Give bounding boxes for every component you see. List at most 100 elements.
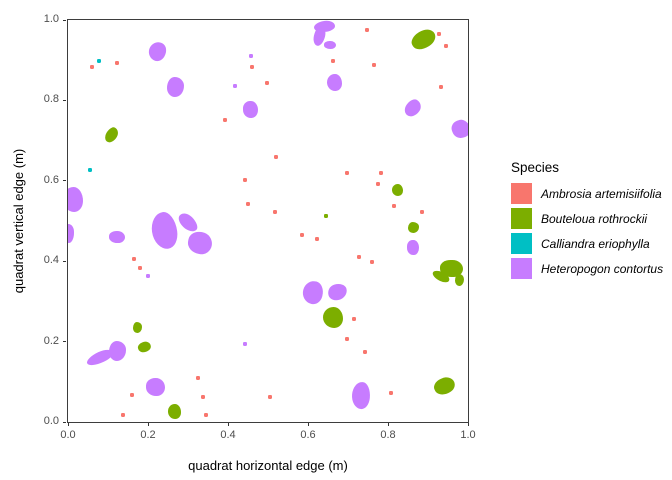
y-tick-label: 0.2	[43, 334, 59, 347]
species-point	[272, 209, 277, 214]
x-tick-mark	[147, 423, 149, 426]
species-patch	[300, 278, 326, 306]
species-point	[248, 53, 253, 58]
y-tick-label: 0.0	[43, 415, 59, 427]
species-point	[299, 232, 304, 237]
x-tick-mark	[307, 423, 309, 426]
species-point	[120, 412, 125, 417]
species-point	[364, 27, 369, 32]
species-patch	[455, 273, 464, 286]
x-axis-title: quadrat horizontal edge (m)	[188, 458, 348, 473]
species-point	[232, 84, 237, 89]
species-patch	[449, 117, 468, 142]
y-tick-label: 1.0	[43, 13, 59, 25]
legend-item: Ambrosia artemisiifolia	[511, 183, 663, 204]
species-point	[419, 209, 424, 214]
species-point	[249, 65, 254, 70]
legend-item: Heteropogon contortus	[511, 258, 663, 279]
species-point	[222, 118, 227, 123]
legend-label: Ambrosia artemisiifolia	[541, 186, 662, 201]
species-point	[388, 390, 393, 395]
y-tick-mark	[62, 99, 66, 101]
x-tick-mark	[467, 423, 469, 426]
species-patch	[407, 221, 420, 233]
x-tick-label: 0.4	[220, 429, 236, 441]
species-patch	[391, 184, 404, 197]
species-patch	[136, 340, 153, 355]
species-patch	[408, 25, 439, 54]
x-tick-label: 0.8	[380, 429, 396, 441]
species-point	[203, 413, 208, 418]
y-tick-label: 0.4	[43, 254, 59, 267]
species-point	[96, 58, 101, 63]
species-point	[129, 393, 134, 398]
x-tick-label: 1.0	[460, 429, 476, 441]
x-axis: 0.0 0.2 0.4 0.6 0.8 1.0	[60, 423, 476, 453]
species-point	[378, 170, 383, 175]
species-point	[330, 58, 335, 63]
species-patch	[102, 125, 121, 146]
species-patch	[440, 259, 463, 277]
species-patch	[67, 186, 83, 213]
species-point	[443, 44, 448, 49]
legend-label: Calliandra eriophylla	[541, 236, 650, 251]
species-point	[131, 257, 136, 262]
legend-swatch	[511, 183, 532, 204]
legend-items: Ambrosia artemisiifolia Bouteloua rothroc…	[511, 183, 663, 279]
species-patch	[108, 230, 125, 243]
legend-label: Heteropogon contortus	[541, 261, 664, 276]
species-patch	[168, 404, 182, 419]
x-tick-label: 0.6	[300, 429, 316, 441]
species-point	[362, 350, 367, 355]
species-point	[89, 65, 94, 70]
species-point	[137, 265, 142, 270]
species-patch	[149, 210, 180, 251]
species-point	[351, 316, 356, 321]
species-point	[438, 84, 443, 89]
species-patch	[132, 321, 143, 334]
species-point	[114, 61, 119, 66]
species-point	[200, 395, 205, 400]
y-tick-label: 0.8	[43, 93, 59, 106]
species-point	[356, 255, 361, 260]
species-point	[371, 63, 376, 68]
species-point	[344, 171, 349, 176]
species-point	[145, 274, 150, 279]
x-tick-mark	[227, 423, 229, 426]
species-point	[242, 178, 247, 183]
species-patch	[185, 230, 214, 257]
species-patch	[327, 73, 343, 92]
species-point	[436, 32, 441, 37]
species-point	[314, 237, 319, 242]
legend-swatch	[511, 233, 532, 254]
x-tick-label: 0.2	[140, 429, 156, 441]
x-tick-mark	[387, 423, 389, 426]
y-tick-mark	[62, 180, 66, 182]
legend: Species Ambrosia artemisiifolia Bouteloua…	[511, 160, 663, 283]
legend-swatch	[511, 258, 532, 279]
species-point	[369, 260, 374, 265]
species-patch	[402, 96, 424, 119]
species-patch	[350, 380, 371, 410]
species-patch	[145, 39, 170, 65]
species-point	[344, 336, 349, 341]
species-point	[273, 154, 278, 159]
legend-item: Bouteloua rothrockii	[511, 208, 663, 229]
species-patch	[431, 374, 458, 399]
species-patch	[67, 224, 74, 243]
legend-item: Calliandra eriophylla	[511, 233, 663, 254]
plot-panel	[66, 18, 469, 423]
y-axis: 0.0 0.2 0.4 0.6 0.8 1.0	[0, 13, 66, 427]
species-patch	[323, 40, 336, 49]
species-point	[375, 182, 380, 187]
species-patch	[326, 282, 349, 303]
species-patch	[243, 100, 259, 119]
species-patch	[406, 239, 419, 256]
legend-label: Bouteloua rothrockii	[541, 211, 648, 226]
species-patch	[108, 340, 127, 361]
species-point	[264, 81, 269, 86]
species-point	[242, 342, 247, 347]
y-tick-mark	[62, 19, 66, 21]
species-point	[323, 213, 328, 218]
